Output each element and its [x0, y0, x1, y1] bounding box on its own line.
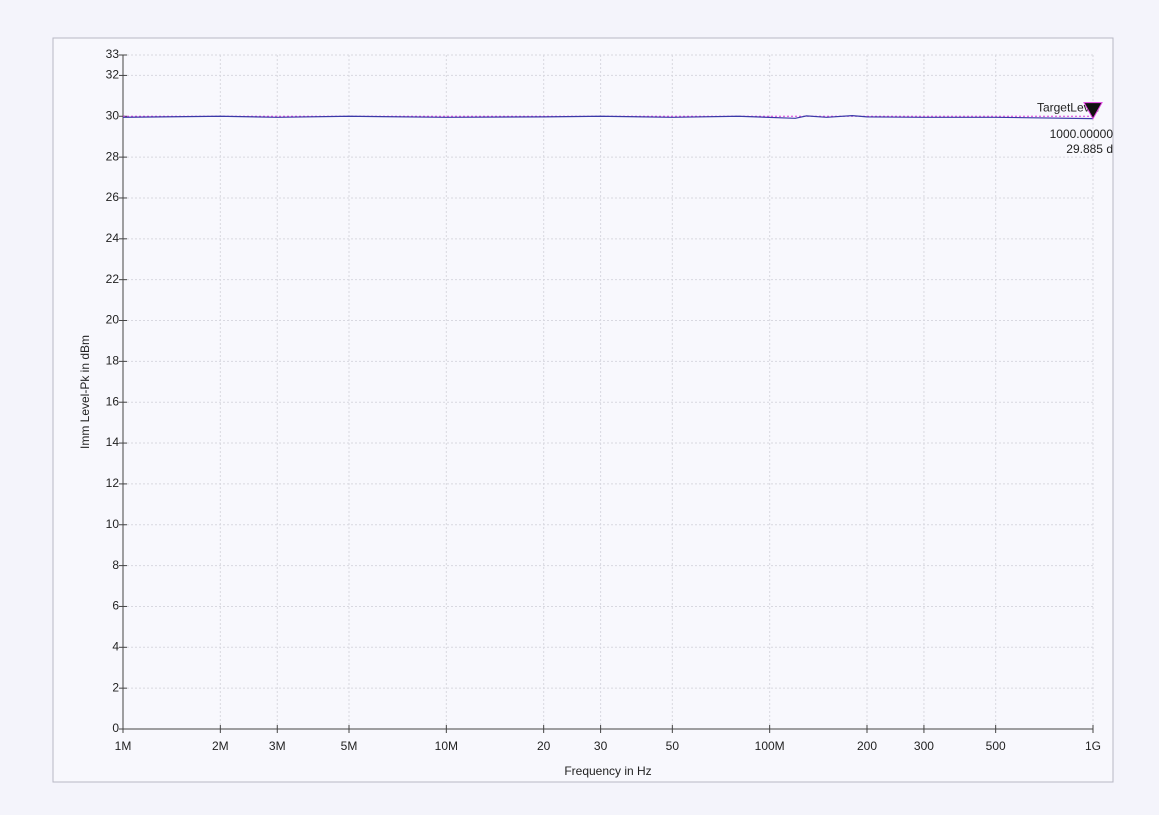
y-tick-label: 14: [106, 435, 120, 449]
x-tick-label: 100M: [755, 739, 785, 753]
x-tick-label: 30: [594, 739, 608, 753]
y-tick-label: 16: [106, 394, 120, 408]
x-tick-label: 10M: [435, 739, 458, 753]
y-tick-label: 2: [112, 680, 119, 694]
y-tick-label: 6: [112, 599, 119, 613]
y-tick-label: 0: [112, 721, 119, 735]
x-tick-label: 50: [666, 739, 680, 753]
y-tick-label: 33: [106, 47, 120, 61]
y-tick-label: 22: [106, 272, 120, 286]
y-tick-label: 20: [106, 313, 120, 327]
x-tick-label: 200: [857, 739, 877, 753]
x-tick-label: 20: [537, 739, 551, 753]
y-tick-label: 28: [106, 149, 120, 163]
marker-label: 29.885 d: [1066, 142, 1113, 156]
x-tick-label: 1G: [1085, 739, 1101, 753]
x-tick-label: 300: [914, 739, 934, 753]
marker: [1083, 102, 1103, 120]
x-tick-label: 500: [986, 739, 1006, 753]
y-tick-label: 26: [106, 190, 120, 204]
y-tick-label: 24: [106, 231, 120, 245]
x-tick-label: 3M: [269, 739, 286, 753]
x-tick-label: 5M: [341, 739, 358, 753]
x-axis-title: Frequency in Hz: [564, 764, 651, 778]
chart-panel: [52, 37, 1114, 783]
y-tick-label: 8: [112, 558, 119, 572]
y-tick-label: 4: [112, 639, 119, 653]
y-tick-label: 18: [106, 354, 120, 368]
y-tick-label: 12: [106, 476, 120, 490]
series-line: [122, 115, 1094, 120]
y-tick-label: 30: [106, 108, 120, 122]
y-tick-label: 32: [106, 68, 120, 82]
x-tick-label: 2M: [212, 739, 229, 753]
x-tick-label: 1M: [115, 739, 132, 753]
y-tick-label: 10: [106, 517, 120, 531]
reference-label: TargetLevel: [1037, 100, 1099, 114]
marker-label: 1000.00000: [1050, 127, 1114, 141]
y-axis-title: Imm Level-Pk in dBm: [78, 335, 92, 449]
